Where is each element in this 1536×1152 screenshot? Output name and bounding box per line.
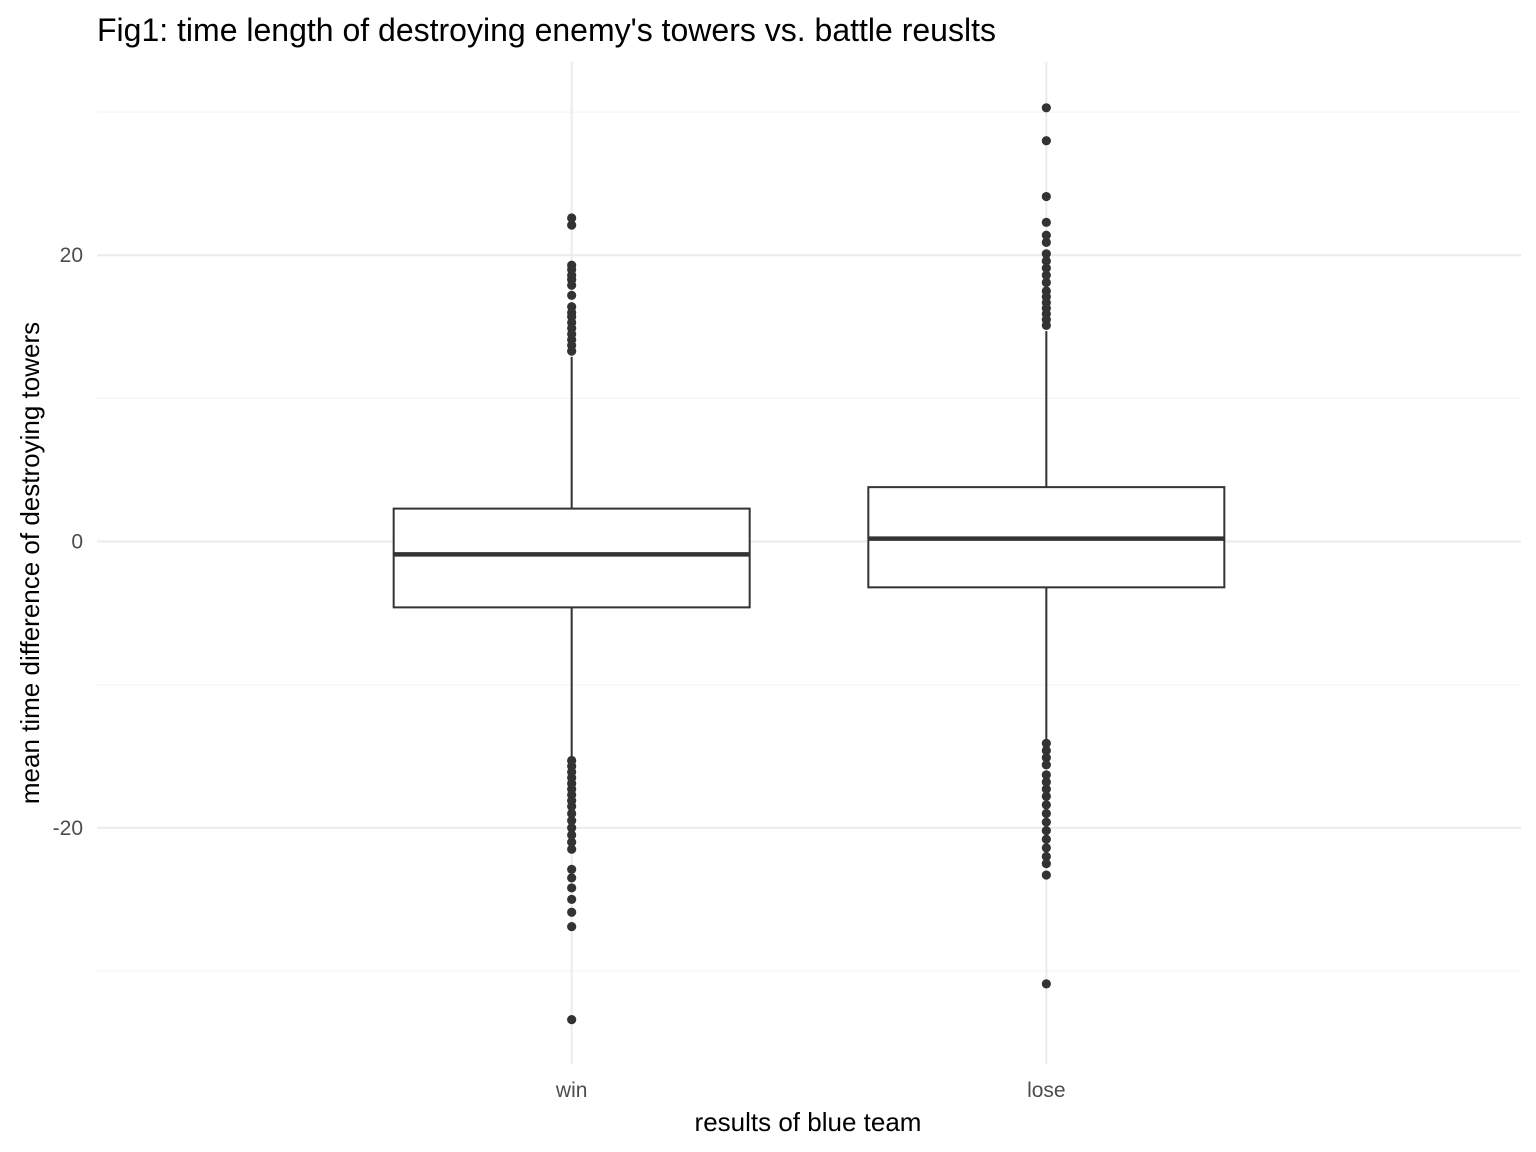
outlier-point <box>1041 791 1051 801</box>
outlier-point <box>1041 256 1051 266</box>
outlier-point <box>567 894 577 904</box>
y-tick-label: 20 <box>60 244 83 267</box>
outlier-point <box>1041 237 1051 247</box>
iqr-box <box>392 507 751 609</box>
outlier-point <box>1041 826 1051 836</box>
outlier-point <box>1041 738 1051 748</box>
outlier-point <box>1041 834 1051 844</box>
y-tick-label: -20 <box>53 817 83 840</box>
outlier-point <box>567 873 577 883</box>
outlier-point <box>1041 760 1051 770</box>
outlier-point <box>1041 249 1051 259</box>
outlier-point <box>567 290 577 300</box>
outlier-point <box>567 864 577 874</box>
outlier-point <box>567 280 577 290</box>
outlier-point <box>567 883 577 893</box>
x-tick-label: win <box>555 1079 588 1102</box>
outlier-point <box>1041 808 1051 819</box>
outlier-point <box>1041 770 1051 780</box>
outlier-point <box>1041 270 1051 280</box>
outlier-point <box>567 1015 577 1025</box>
y-tick-label: 0 <box>71 531 83 554</box>
box-win <box>392 213 751 1025</box>
outlier-point <box>1041 800 1051 810</box>
outlier-point <box>567 220 577 230</box>
outlier-point <box>567 837 577 847</box>
outlier-point <box>1041 136 1051 146</box>
chart-title: Fig1: time length of destroying enemy's … <box>97 12 996 48</box>
outlier-point <box>1041 859 1051 869</box>
outlier-point <box>1041 277 1051 288</box>
outlier-point <box>567 907 577 917</box>
outlier-point <box>567 808 577 819</box>
y-axis-title: mean time difference of destroying tower… <box>15 322 45 804</box>
outlier-point <box>1041 870 1051 880</box>
x-axis-title: results of blue team <box>695 1107 922 1137</box>
outlier-point <box>1041 784 1051 794</box>
outlier-point <box>567 346 577 356</box>
minor-gridlines <box>97 111 1521 972</box>
outlier-point <box>1041 320 1051 330</box>
outlier-point <box>567 801 577 811</box>
outlier-point <box>1041 745 1051 756</box>
box-series <box>392 103 1226 1025</box>
x-axis-tick-labels: win lose <box>555 1079 1066 1102</box>
outlier-point <box>567 830 577 840</box>
outlier-point <box>567 816 577 826</box>
outlier-point <box>1041 817 1051 827</box>
outlier-point <box>1041 777 1051 787</box>
outlier-point <box>1041 979 1051 989</box>
outlier-point <box>1041 851 1051 862</box>
outlier-point <box>1041 843 1051 853</box>
y-axis-tick-labels: -20 0 20 <box>53 244 83 840</box>
outlier-point <box>567 213 577 223</box>
outlier-point <box>567 844 577 854</box>
outlier-point <box>567 921 577 932</box>
box-lose <box>867 103 1226 989</box>
outlier-point <box>567 823 577 833</box>
outlier-point <box>1041 753 1051 763</box>
outlier-point <box>1041 217 1051 227</box>
major-gridlines <box>97 62 1521 1064</box>
x-tick-label: lose <box>1027 1079 1066 1102</box>
outlier-point <box>1041 230 1051 240</box>
outlier-point <box>1041 263 1051 273</box>
outlier-point <box>1041 191 1051 202</box>
outlier-point <box>1041 103 1051 113</box>
